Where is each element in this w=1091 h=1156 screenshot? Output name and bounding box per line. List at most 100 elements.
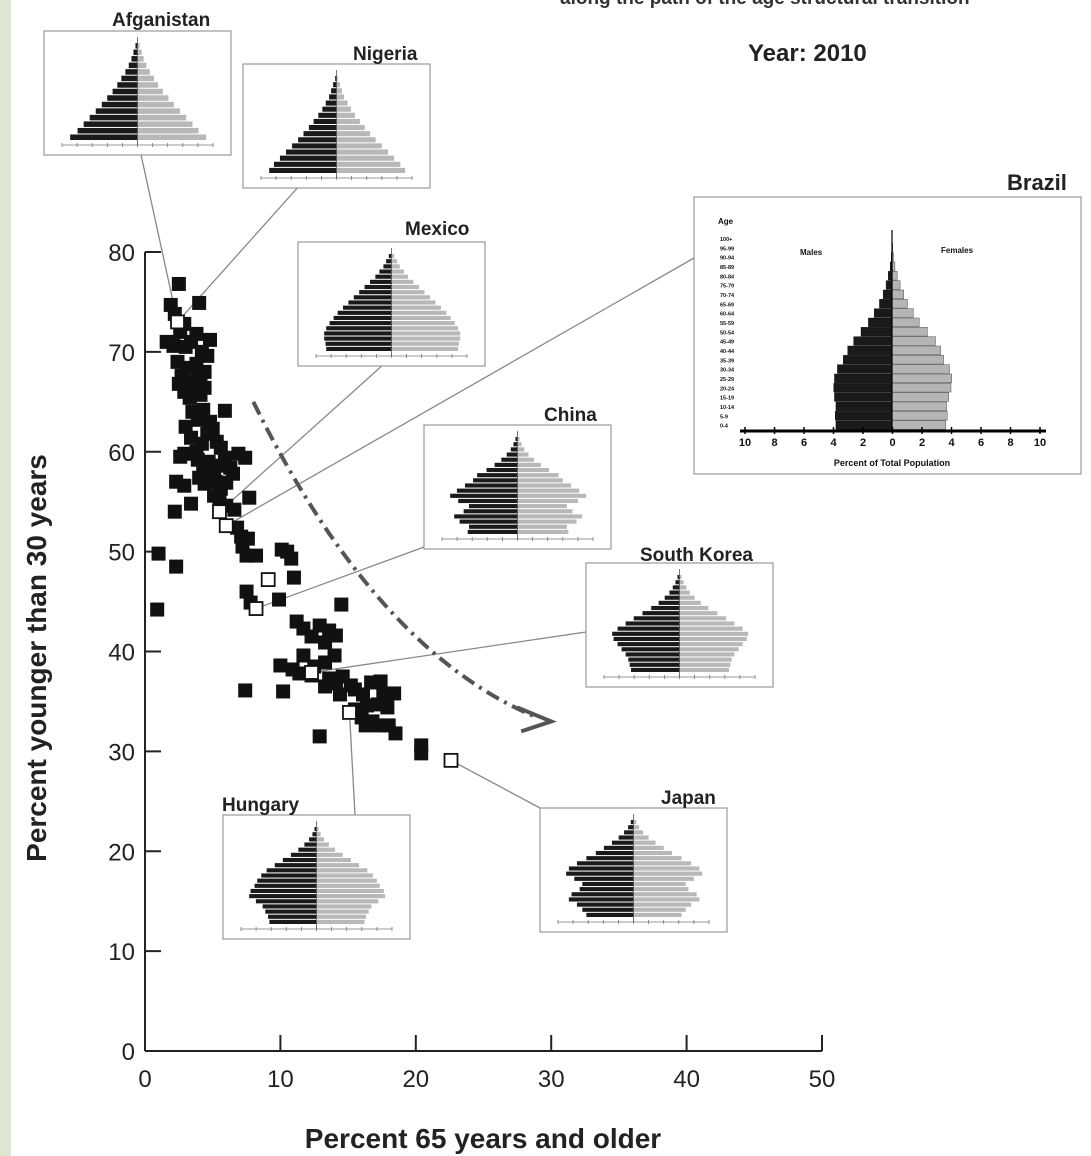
inset-japan: Japan <box>539 788 728 933</box>
female-bar <box>316 909 369 914</box>
male-bar <box>625 652 680 657</box>
age-group-label: 25-29 <box>720 377 734 383</box>
male-bar <box>298 137 337 143</box>
connector-lines <box>139 149 695 816</box>
female-bar <box>391 300 436 305</box>
x-tick-label: 20 <box>402 1066 429 1093</box>
data-point <box>304 629 319 644</box>
male-bar <box>343 305 392 310</box>
male-bar <box>603 845 634 850</box>
male-bar <box>261 873 317 878</box>
male-bar <box>312 832 317 837</box>
male-bar <box>625 621 680 626</box>
female-bar <box>336 100 348 106</box>
y-axis-label: Percent younger than 30 years <box>21 454 52 862</box>
male-bar <box>101 101 138 108</box>
female-bar <box>316 857 351 863</box>
brazil-male-bar <box>835 411 893 421</box>
data-point <box>171 276 186 291</box>
female-bar <box>391 259 397 264</box>
male-bar <box>586 912 634 917</box>
data-point <box>296 648 311 663</box>
male-bar <box>254 883 317 888</box>
data-point <box>318 635 333 650</box>
male-bar <box>331 88 337 94</box>
brazil-tick-label: 8 <box>1007 437 1013 449</box>
data-point <box>280 544 295 559</box>
highlight-point <box>443 752 459 768</box>
y-tick-label: 0 <box>122 1039 135 1066</box>
data-point <box>202 332 217 347</box>
brazil-male-bar <box>833 383 893 393</box>
male-bar <box>325 100 337 106</box>
male-bar <box>325 341 392 346</box>
brazil-male-bar <box>835 401 893 411</box>
female-bar <box>316 883 380 888</box>
male-bar <box>128 62 138 69</box>
male-bar <box>618 835 634 840</box>
male-bar <box>454 514 518 519</box>
female-bar <box>336 149 388 155</box>
female-bar <box>137 56 144 62</box>
male-bar <box>369 279 392 284</box>
male-bar <box>112 88 138 95</box>
female-bar <box>316 827 319 832</box>
female-bar <box>391 284 419 290</box>
age-group-label: 5-9 <box>720 414 728 420</box>
data-point <box>334 597 349 612</box>
male-bar <box>322 106 337 112</box>
male-bar <box>326 346 392 351</box>
male-bar <box>467 529 518 534</box>
data-point <box>150 602 165 617</box>
male-bar <box>463 509 518 514</box>
female-bar <box>633 887 689 892</box>
age-group-label: 10-14 <box>720 405 735 411</box>
brazil-tick-label: 10 <box>1034 437 1046 449</box>
age-group-label: 55-59 <box>720 321 734 327</box>
age-label: Age <box>718 217 734 226</box>
brazil-male-bar <box>835 420 893 430</box>
female-bar <box>391 331 461 336</box>
y-tick-label: 70 <box>108 340 135 367</box>
data-point <box>249 548 264 563</box>
male-bar <box>450 493 518 498</box>
female-bar <box>517 462 541 467</box>
data-point <box>312 729 327 744</box>
male-bar <box>486 467 518 473</box>
data-point <box>178 419 193 434</box>
male-bar <box>459 519 518 524</box>
male-bar <box>501 457 518 462</box>
female-bar <box>336 112 356 118</box>
female-bar <box>316 899 379 904</box>
female-bar <box>517 514 583 519</box>
male-bar <box>664 595 680 600</box>
male-bar <box>388 254 392 259</box>
female-bar <box>316 847 336 852</box>
brazil-female-bar <box>891 336 936 346</box>
highlight-point <box>248 601 264 616</box>
female-bar <box>517 509 573 514</box>
data-point <box>285 662 300 677</box>
male-bar <box>348 300 392 305</box>
male-bar <box>510 447 518 452</box>
brazil-female-bar <box>891 392 949 402</box>
male-bar <box>458 498 518 504</box>
y-tick-label: 30 <box>108 739 135 766</box>
male-bar <box>669 590 680 595</box>
female-bar <box>633 856 682 861</box>
brazil-female-bar <box>891 355 944 365</box>
female-bar <box>679 626 743 631</box>
male-bar <box>117 82 138 88</box>
male-bar <box>249 894 317 899</box>
male-bar <box>255 899 317 904</box>
data-point <box>373 674 388 689</box>
female-bar <box>633 912 682 917</box>
male-bar <box>513 442 518 447</box>
data-point <box>217 403 232 418</box>
females-label: Females <box>941 246 974 255</box>
age-group-label: 0-4 <box>720 424 729 430</box>
brazil-tick-label: 6 <box>801 437 807 449</box>
male-bar <box>621 647 680 652</box>
female-bar <box>137 43 140 49</box>
